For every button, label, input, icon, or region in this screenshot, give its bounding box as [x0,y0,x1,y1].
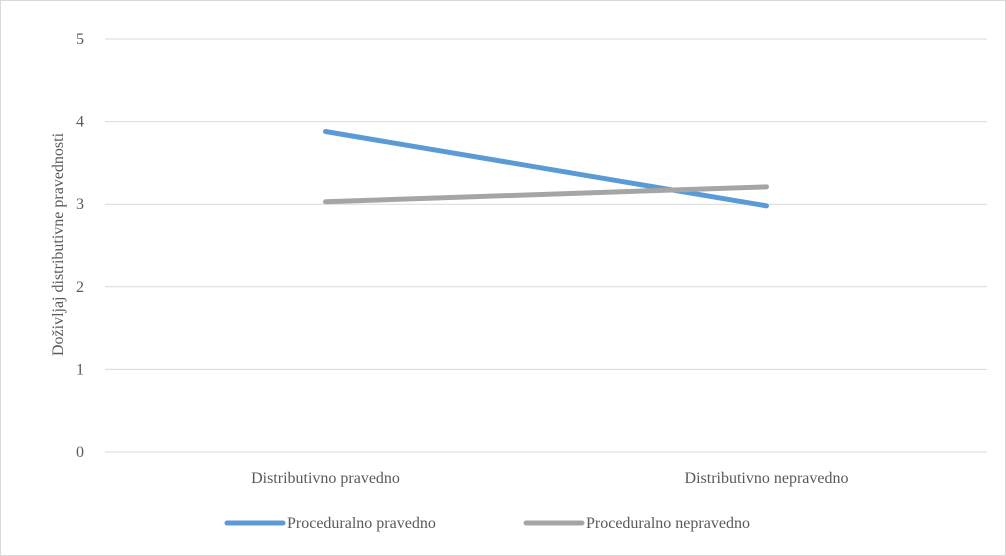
x-tick-label: Distributivno pravedno [251,470,400,487]
x-axis-tick-labels: Distributivno pravedno Distributivno nepr… [251,470,848,487]
legend: Proceduralno pravedno Proceduralno neprav… [224,515,750,532]
series-line-2 [323,184,769,205]
gridlines [105,38,987,453]
y-axis-title: Doživljaj distributivne pravednosti [50,132,67,356]
series-lines [323,129,769,209]
y-tick-label: 5 [76,31,84,48]
y-tick-label: 2 [76,279,84,296]
y-axis-tick-labels: 0 1 2 3 4 5 [76,31,84,461]
legend-label: Proceduralno pravedno [287,515,436,532]
y-tick-label: 1 [76,361,84,378]
x-tick-label: Distributivno nepravedno [685,470,849,487]
y-tick-label: 3 [76,196,84,213]
series-line-1 [323,129,769,209]
legend-label: Proceduralno nepravedno [586,515,750,532]
y-tick-label: 0 [76,444,84,461]
y-tick-label: 4 [76,114,84,131]
